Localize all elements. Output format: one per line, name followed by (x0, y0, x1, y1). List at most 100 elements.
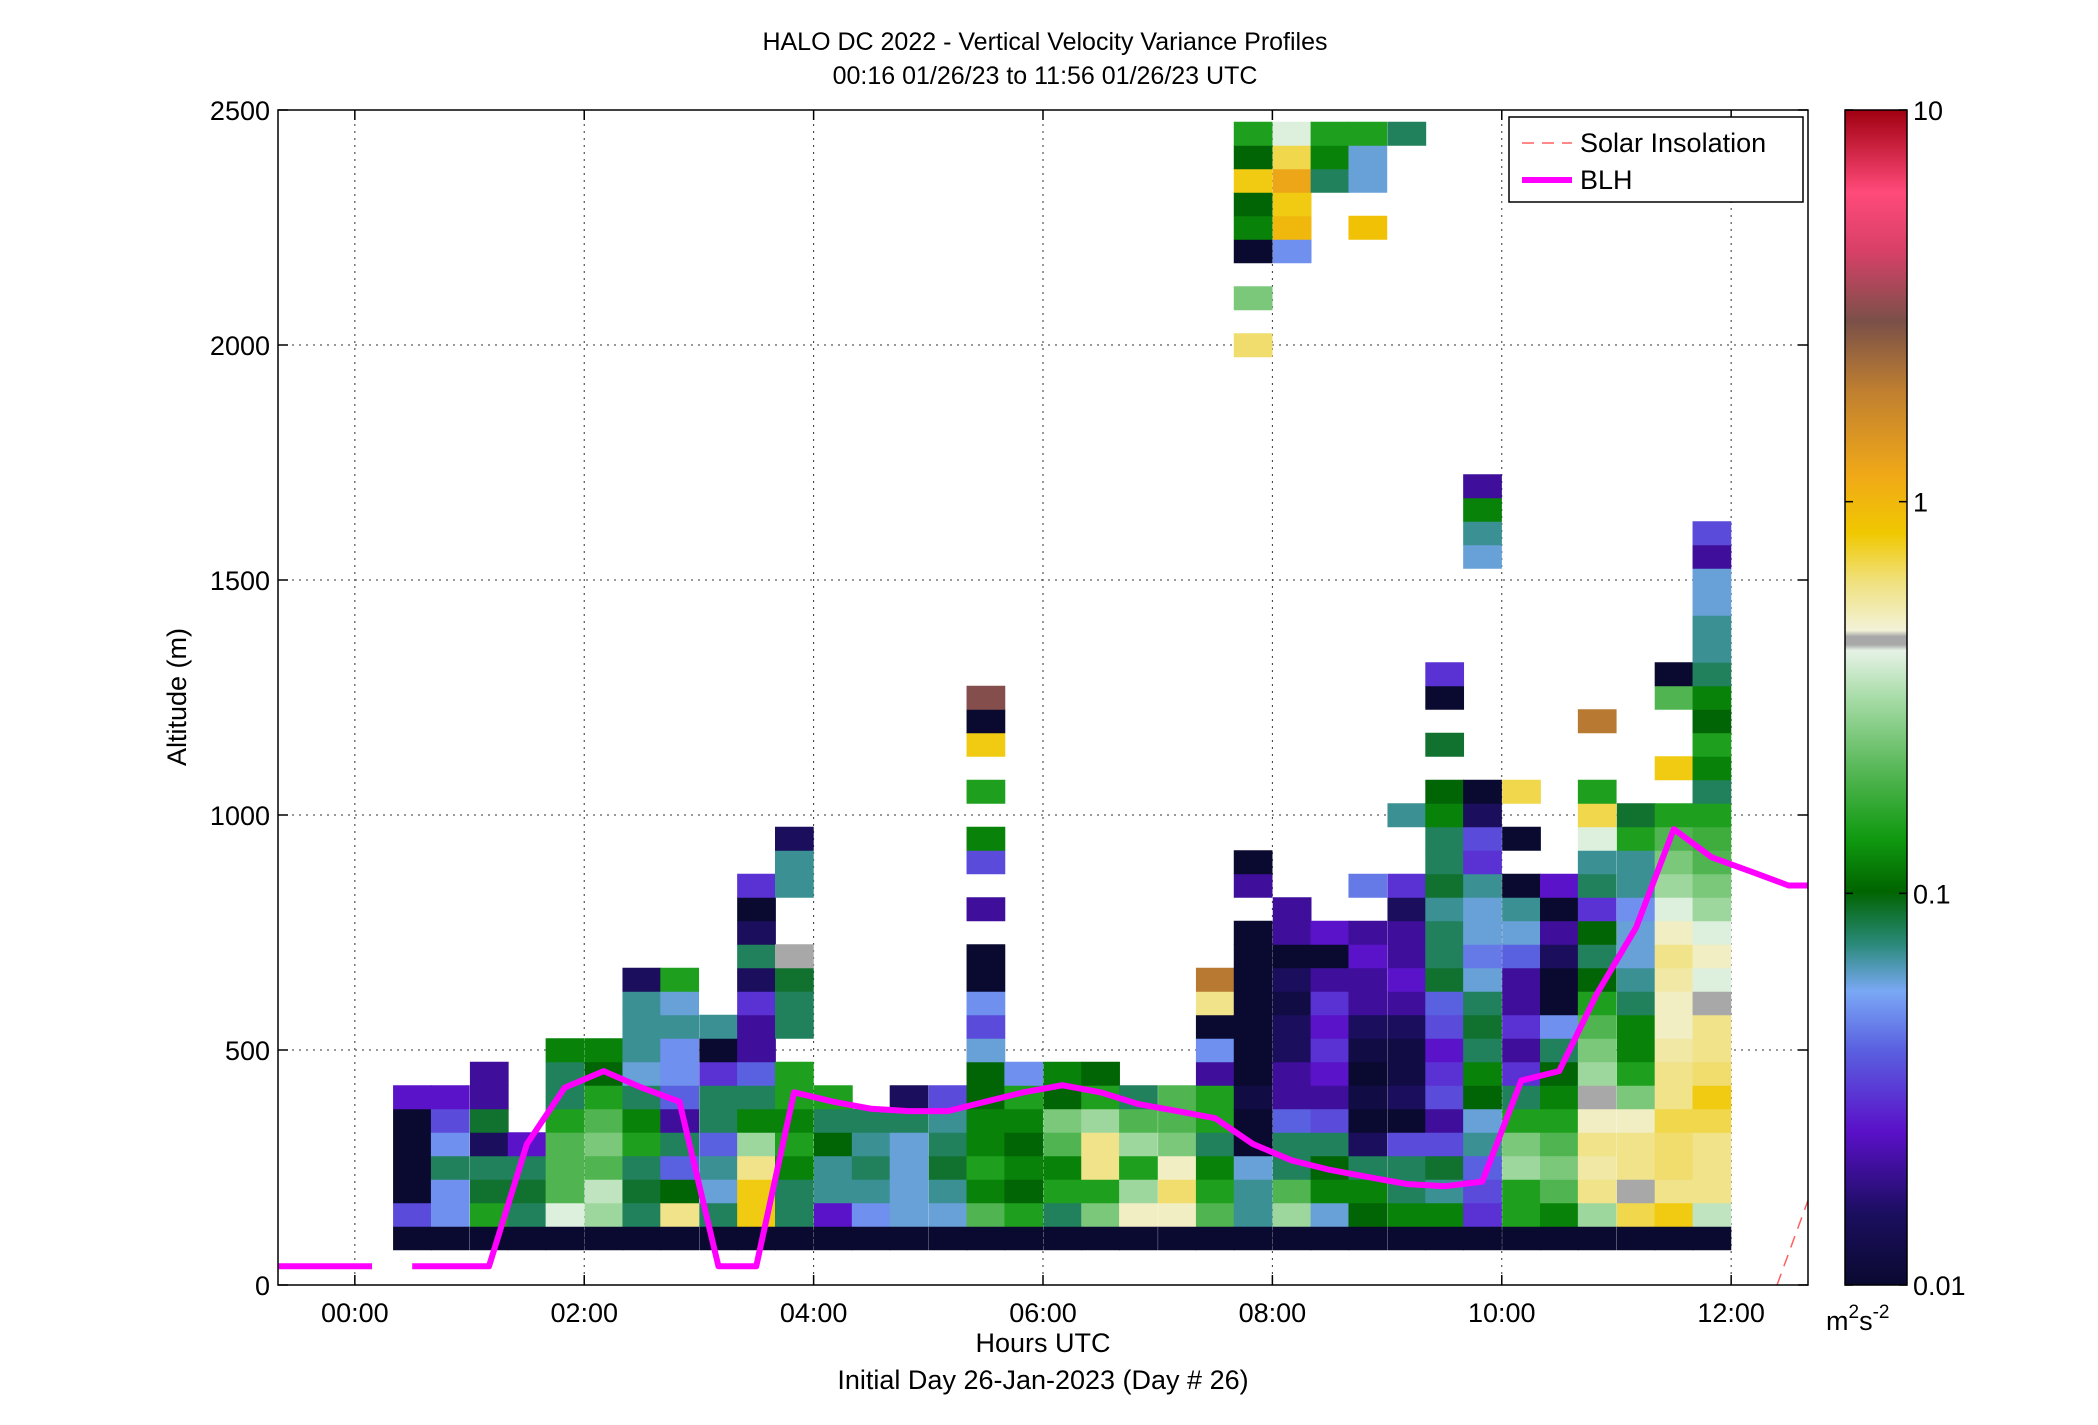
heatmap-cell (1195, 1179, 1235, 1204)
heatmap-cell (1540, 873, 1579, 898)
heatmap-cell (775, 991, 814, 1016)
heatmap-cell (1425, 1202, 1465, 1227)
heatmap-cell (1654, 1226, 1694, 1251)
heatmap-cell (1692, 756, 1732, 781)
heatmap-cell (1692, 779, 1732, 804)
heatmap-cell (1692, 991, 1732, 1016)
heatmap-cell (1577, 1202, 1617, 1227)
heatmap-cell (737, 991, 776, 1016)
heatmap-cell (1158, 1085, 1197, 1110)
heatmap-cell (1387, 1085, 1427, 1110)
heatmap-cell (1387, 920, 1427, 945)
heatmap-cell (1158, 1155, 1197, 1180)
heatmap-cell (1463, 1038, 1502, 1063)
heatmap-cell (1310, 168, 1350, 193)
heatmap-cell (1502, 920, 1541, 945)
heatmap-cell (1502, 944, 1541, 969)
heatmap-cell (775, 1108, 814, 1133)
heatmap-cell (966, 779, 1006, 804)
heatmap-cell (1158, 1179, 1197, 1204)
heatmap-cell (1616, 1061, 1656, 1086)
heatmap-cell (889, 1179, 929, 1204)
y-tick-label: 1000 (210, 801, 270, 831)
heatmap-cell (1233, 1155, 1273, 1180)
heatmap-cell (393, 1108, 432, 1133)
heatmap-cell (1387, 1202, 1427, 1227)
heatmap-cell (1616, 1202, 1656, 1227)
heatmap-cell (775, 1061, 814, 1086)
heatmap-cell (1195, 991, 1235, 1016)
heatmap-cell (1692, 1038, 1732, 1063)
heatmap-cell (1692, 662, 1732, 687)
heatmap-cell (1502, 1202, 1541, 1227)
heatmap-cell (699, 1061, 739, 1086)
heatmap-cell (1654, 662, 1694, 687)
heatmap-cell (1272, 897, 1312, 922)
heatmap-cell (966, 1179, 1006, 1204)
heatmap-cell (1692, 544, 1732, 569)
heatmap-cell (1463, 803, 1502, 828)
heatmap-cell (1692, 638, 1732, 663)
heatmap-cell (584, 1038, 624, 1063)
heatmap-cell (1577, 1132, 1617, 1157)
heatmap-cell (1081, 1179, 1120, 1204)
heatmap-cell (1119, 1155, 1158, 1180)
heatmap-cell (1348, 145, 1388, 170)
heatmap-cell (1233, 1038, 1273, 1063)
heatmap-cell (813, 1108, 853, 1133)
heatmap-cell (1502, 826, 1541, 851)
heatmap-cell (584, 1202, 624, 1227)
heatmap-cell (966, 826, 1006, 851)
heatmap-cell (1540, 1155, 1579, 1180)
heatmap-cell (1654, 1108, 1694, 1133)
heatmap-cell (775, 826, 814, 851)
heatmap-cell (1310, 920, 1350, 945)
heatmap-cell (966, 1014, 1006, 1039)
heatmap-cell (699, 1132, 739, 1157)
heatmap-cell (1425, 1085, 1465, 1110)
colorbar: 10 1 0.1 0.01 m2s-2 (1826, 96, 1966, 1336)
heatmap-cell (966, 967, 1006, 992)
heatmap-cell (1272, 967, 1312, 992)
heatmap-cell (1233, 168, 1273, 193)
heatmap-cell (775, 850, 814, 875)
heatmap-cell (1043, 1155, 1083, 1180)
heatmap-cell (1692, 897, 1732, 922)
heatmap-cell (928, 1202, 968, 1227)
heatmap-cell (1692, 967, 1732, 992)
heatmap-cell (1310, 1132, 1350, 1157)
heatmap-cell (737, 1061, 776, 1086)
heatmap-cell (469, 1132, 509, 1157)
heatmap-cell (1540, 991, 1579, 1016)
heatmap-cell (1463, 944, 1502, 969)
heatmap-cell (737, 920, 776, 945)
heatmap-cell (622, 1014, 662, 1039)
heatmap-cell (1195, 1085, 1235, 1110)
y-tick-label: 2000 (210, 331, 270, 361)
heatmap-cell (1272, 192, 1312, 217)
heatmap-cell (1310, 944, 1350, 969)
heatmap-cell (966, 897, 1006, 922)
heatmap-cell (1654, 685, 1694, 710)
heatmap-cell (1233, 920, 1273, 945)
heatmap-cell (813, 1202, 853, 1227)
heatmap-cell (1310, 1108, 1350, 1133)
heatmap-cell (1425, 662, 1465, 687)
heatmap-cell (1502, 1132, 1541, 1157)
heatmap-cell (1616, 967, 1656, 992)
heatmap-cell (622, 1226, 662, 1251)
heatmap-cell (469, 1085, 509, 1110)
heatmap-cell (1502, 1038, 1541, 1063)
heatmap-cell (1081, 1108, 1120, 1133)
heatmap-cell (1692, 1108, 1732, 1133)
heatmap-cell (1616, 1108, 1656, 1133)
axis-ticks: 00:00 02:00 04:00 06:00 08:00 10:00 12:00 0 500 1… (210, 96, 1808, 1328)
heatmap-cell (1387, 1108, 1427, 1133)
heatmap-cell (622, 967, 662, 992)
heatmap-cell (928, 1226, 968, 1251)
heatmap-cell (1195, 1061, 1235, 1086)
heatmap-cell (469, 1061, 509, 1086)
heatmap-cell (775, 944, 814, 969)
heatmap-cell (1502, 1014, 1541, 1039)
heatmap-cell (889, 1226, 929, 1251)
